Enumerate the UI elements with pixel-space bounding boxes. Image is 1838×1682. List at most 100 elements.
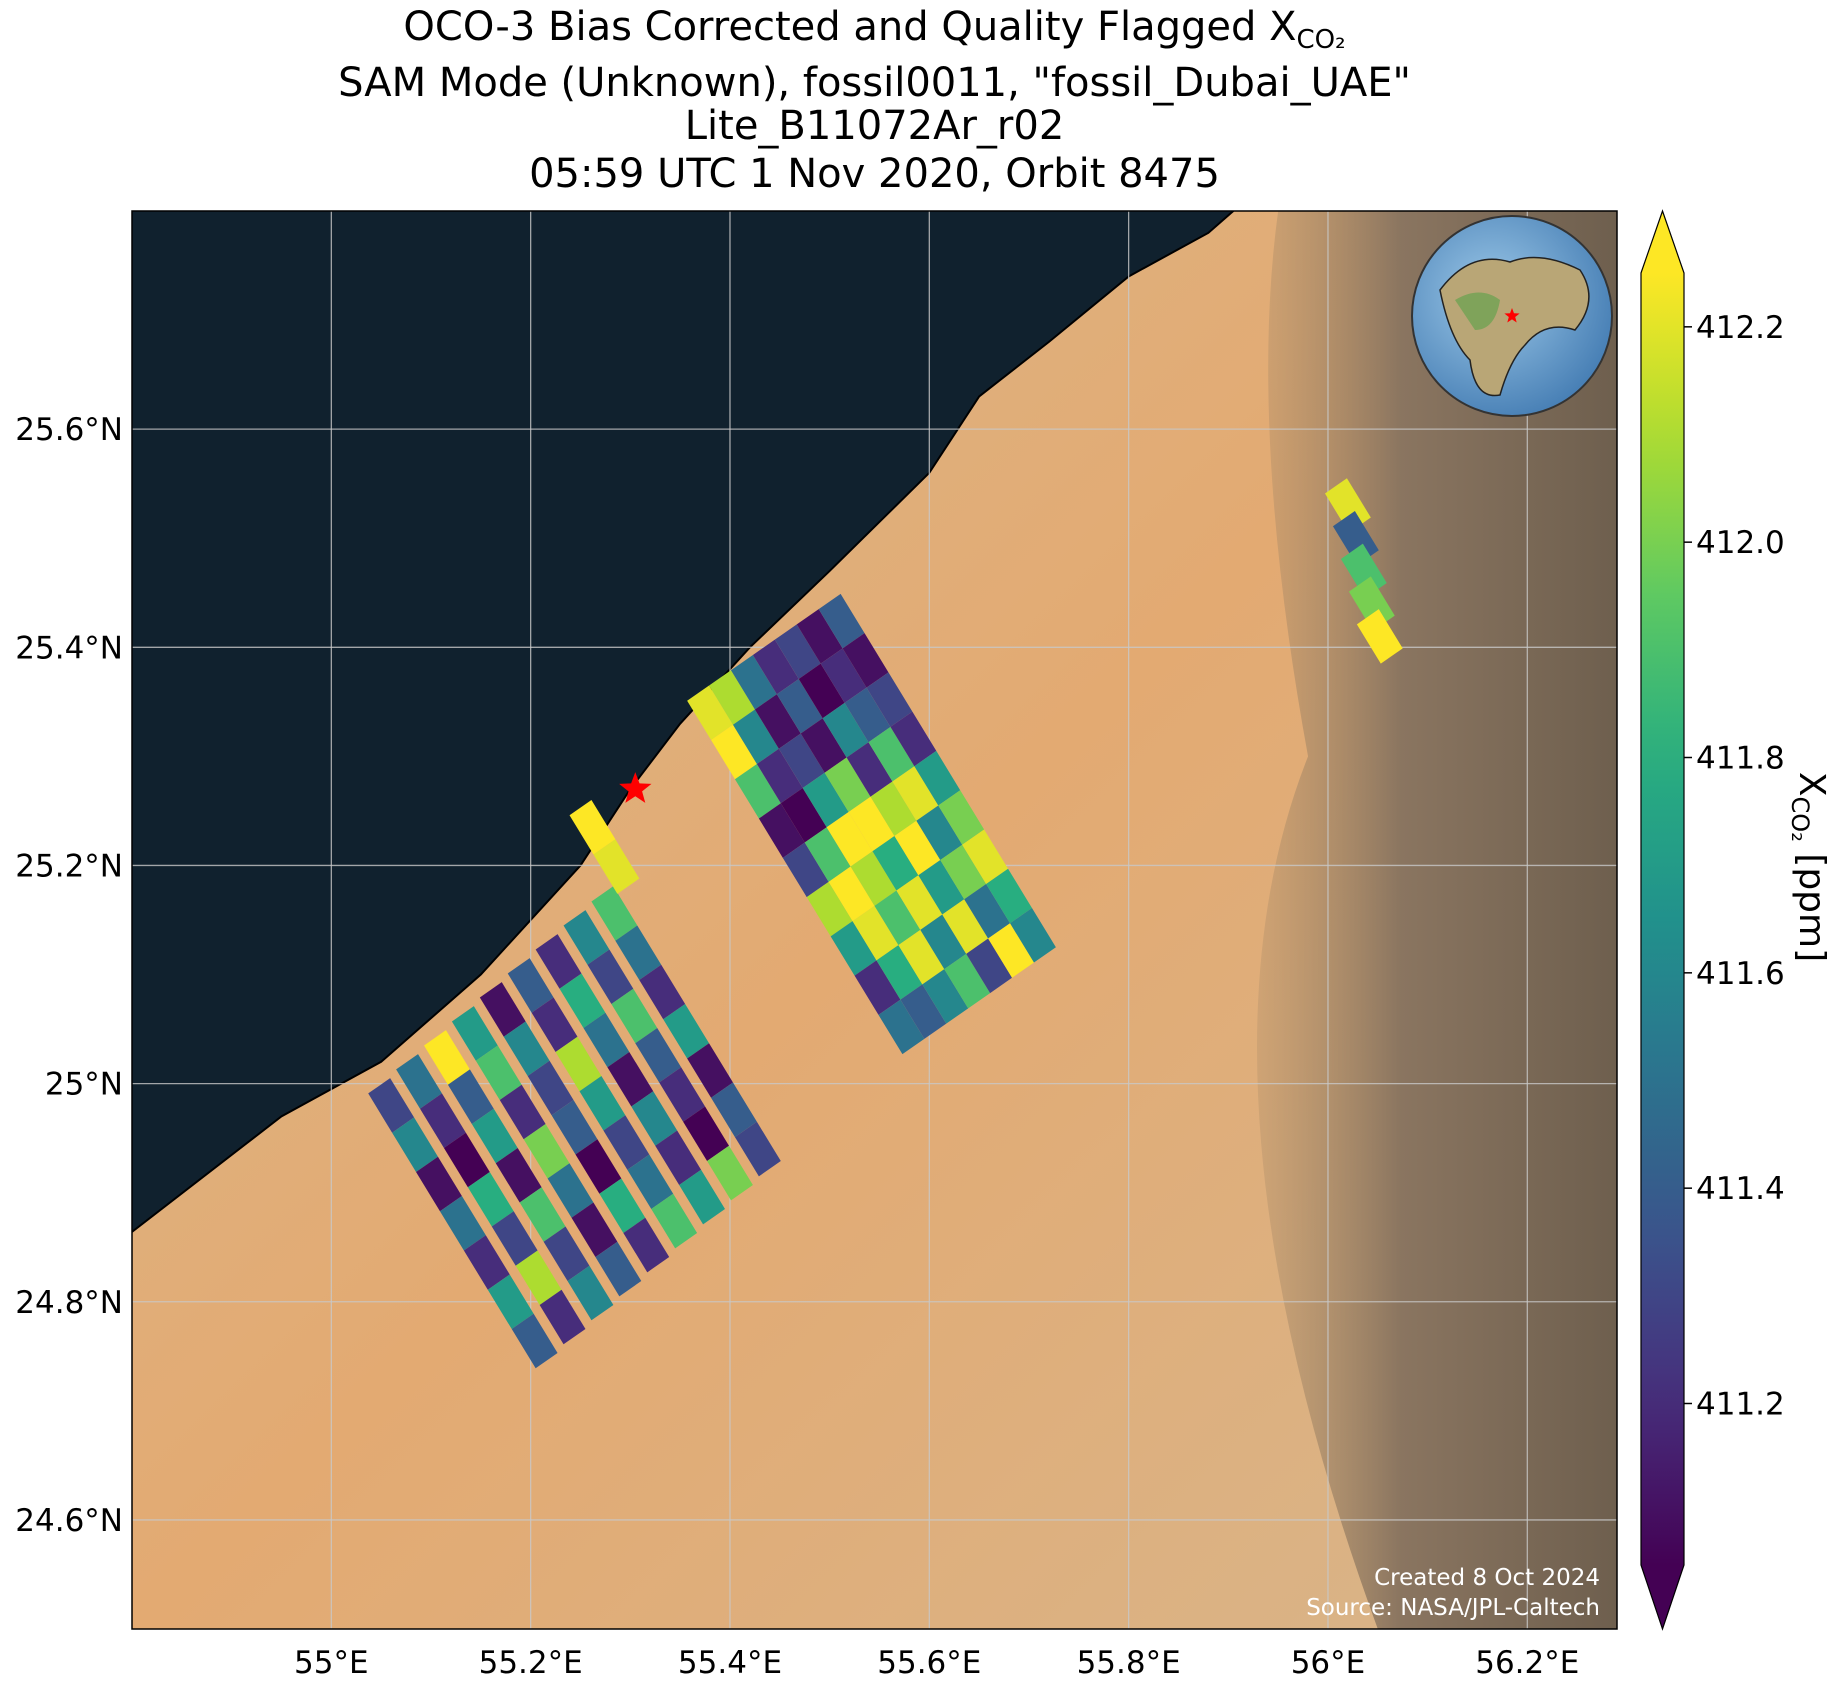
footprint [876,945,923,1000]
x-tick-label: 55.8°E [1077,1645,1181,1681]
footprint [416,1156,462,1212]
globe-star [1504,308,1520,323]
colorbar-label-text: X [1791,772,1832,797]
footprint [569,800,616,855]
footprint [591,886,638,941]
footprint [734,764,781,819]
footprint [443,1132,490,1188]
footprint [607,1051,654,1107]
footprint [942,899,989,954]
footprint [655,1130,702,1186]
colorbar-tick-label: 411.4 [1696,1171,1785,1207]
footprint [611,988,658,1044]
colorbar-label-suffix: [ppm] [1791,842,1832,962]
footprint [479,982,526,1037]
y-tick-label: 25°N [45,1067,123,1103]
footprint [615,925,662,980]
y-tick-label: 25.6°N [15,412,123,448]
footprint [651,1193,698,1249]
footprint [944,953,991,1009]
footprint [663,1003,710,1059]
footprint [471,1108,518,1164]
footprint [687,685,733,741]
footprint [1356,609,1403,664]
footprint [850,851,897,906]
footprint [986,868,1032,924]
footprint [826,812,873,867]
footprint [627,1154,674,1210]
footprint [495,1147,542,1203]
footprint [587,949,634,1004]
title-subscript: CO₂ [1297,25,1346,55]
footprint [707,1145,753,1201]
colorbar-tick-label: 412.2 [1696,310,1785,346]
footprint [798,663,845,719]
footprint [920,914,967,970]
footprint [563,910,610,965]
grid [132,211,1617,1629]
footprint [1010,908,1056,963]
footprint [511,1313,558,1369]
footprint [467,1171,514,1227]
footprint [451,1006,498,1061]
footprint [555,1036,602,1092]
footprint [878,999,925,1055]
footprint [780,788,827,843]
x-tick-label: 55.4°E [678,1645,782,1681]
title-text: OCO-3 Bias Corrected and Quality Flagged… [403,4,1296,50]
colorbar-extend-min [1641,1565,1684,1629]
y-tick-label: 25.2°N [15,848,123,884]
footprint [463,1235,510,1290]
footprint [579,1075,626,1131]
footprint [846,742,893,797]
footprint [754,694,801,749]
footprint [687,1043,733,1098]
footprint [639,964,686,1020]
x-tick-label: 55.6°E [877,1645,981,1681]
x-tick-label: 55°E [294,1645,369,1681]
footprint [392,1117,438,1172]
title-line: Lite_B11072Ar_r02 [685,103,1065,149]
map-frame [131,210,1618,1630]
title-text: 05:59 UTC 1 Nov 2020, Orbit 8475 [529,151,1220,197]
footprint [551,1099,598,1155]
footprint [922,969,969,1024]
footprint [487,1274,534,1330]
footprint [844,687,891,743]
footprint [806,881,853,937]
x-tick-label: 56°E [1291,1645,1366,1681]
footprint [730,654,777,710]
footprint [519,1187,566,1242]
colorbar-label: XCO₂ [ppm] [1786,772,1832,962]
globe-veg [1455,292,1500,330]
footprint [938,790,985,845]
footprint [800,718,847,773]
footprint [527,1060,574,1116]
footprint [842,633,889,688]
footprint [818,593,865,649]
target-star [619,772,652,803]
footprint [711,1082,757,1138]
footprint [796,609,843,664]
footprint [820,648,867,703]
title-line: SAM Mode (Unknown), fossil0011, "fossil_… [338,60,1411,106]
footprint [567,1265,614,1321]
footprint [499,1084,546,1140]
footprint [898,929,945,985]
footprint [914,750,961,806]
globe-inset [1411,215,1613,417]
footprint [599,1178,646,1234]
footprint [848,796,895,852]
footprint [964,884,1011,939]
footprint [896,875,943,930]
footprint [571,1202,618,1258]
footprint [523,1123,570,1179]
footprint [424,1030,470,1085]
colorbar-outline [1640,209,1685,1631]
footprint [679,1169,726,1225]
footprint [491,1211,538,1266]
footprint [756,748,803,804]
footprint [595,1241,642,1297]
footprint [894,820,941,876]
